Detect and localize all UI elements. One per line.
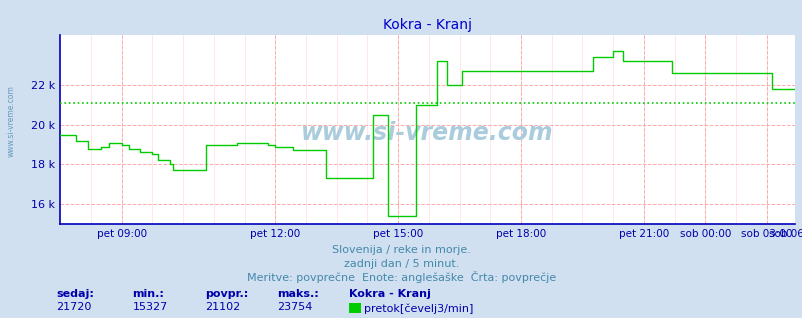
Text: 23754: 23754	[277, 302, 312, 312]
Text: 21720: 21720	[56, 302, 91, 312]
Text: Slovenija / reke in morje.: Slovenija / reke in morje.	[332, 245, 470, 255]
Text: www.si-vreme.com: www.si-vreme.com	[6, 85, 15, 157]
Text: zadnji dan / 5 minut.: zadnji dan / 5 minut.	[343, 259, 459, 269]
Text: 15327: 15327	[132, 302, 168, 312]
Text: maks.:: maks.:	[277, 289, 318, 299]
Text: pretok[čevelj3/min]: pretok[čevelj3/min]	[363, 303, 472, 314]
Text: Meritve: povprečne  Enote: anglešaške  Črta: povprečje: Meritve: povprečne Enote: anglešaške Črt…	[246, 272, 556, 283]
Text: 21102: 21102	[205, 302, 240, 312]
Text: min.:: min.:	[132, 289, 164, 299]
Text: povpr.:: povpr.:	[205, 289, 248, 299]
Text: Kokra - Kranj: Kokra - Kranj	[349, 289, 431, 299]
Text: www.si-vreme.com: www.si-vreme.com	[301, 121, 553, 145]
Text: sedaj:: sedaj:	[56, 289, 94, 299]
Title: Kokra - Kranj: Kokra - Kranj	[383, 18, 472, 32]
